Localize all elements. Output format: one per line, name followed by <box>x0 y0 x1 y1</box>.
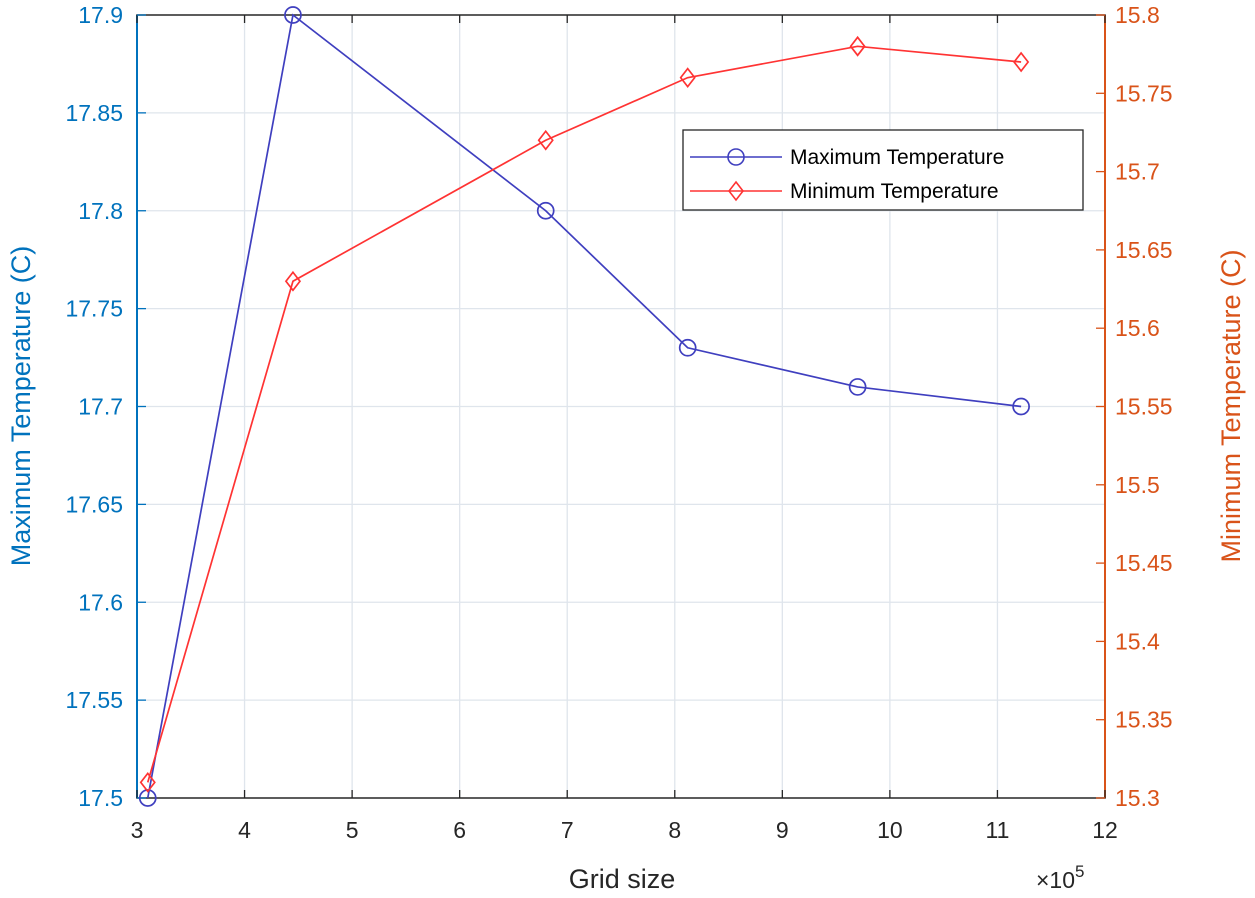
x-tick-label: 12 <box>1092 817 1118 843</box>
right-y-tick-label: 15.45 <box>1115 550 1173 576</box>
data-point-circle <box>678 338 697 357</box>
data-point-circle <box>848 378 867 396</box>
right-y-tick-label: 15.8 <box>1115 2 1160 28</box>
x-tick-label: 5 <box>346 817 359 843</box>
legend-entry-max: Maximum Temperature <box>690 146 1004 169</box>
data-point-circle <box>536 201 555 220</box>
data-point-diamond <box>537 129 554 151</box>
right-y-tick-label: 15.35 <box>1115 707 1173 733</box>
x-axis-title: Grid size <box>569 864 676 894</box>
left-y-tick-label: 17.7 <box>78 394 123 420</box>
data-point-diamond <box>679 67 696 89</box>
axis-ticks: 3 4 5 6 7 8 9 10 11 12 17.5 17.55 17.6 17.65 17.7 17.75… <box>65 2 1172 843</box>
left-y-tick-label: 17.5 <box>78 785 123 811</box>
legend-marker-circle <box>727 148 745 166</box>
data-point-diamond <box>139 771 156 793</box>
left-y-tick-label: 17.65 <box>65 491 123 517</box>
series-line-min <box>146 45 1022 783</box>
right-y-tick-label: 15.7 <box>1115 159 1160 185</box>
legend: Maximum Temperature Minimum Temperature <box>682 129 1084 211</box>
right-y-tick-label: 15.5 <box>1115 472 1160 498</box>
data-point-diamond <box>284 270 302 292</box>
right-y-tick-label: 15.65 <box>1115 237 1173 263</box>
data-point-diamond <box>1013 51 1030 73</box>
x-tick-label: 10 <box>877 817 903 843</box>
x-tick-label: 6 <box>453 817 466 843</box>
legend-label-min: Minimum Temperature <box>790 180 999 203</box>
x-tick-label: 7 <box>561 817 574 843</box>
x-axis-exponent: ×105 <box>1036 862 1084 893</box>
right-y-tick-label: 15.75 <box>1115 80 1173 106</box>
x-axis-exponent-power: 5 <box>1075 862 1084 881</box>
left-y-tick-label: 17.9 <box>78 2 123 28</box>
legend-entry-min: Minimum Temperature <box>690 180 999 203</box>
x-tick-label: 11 <box>985 817 1009 843</box>
series-line-max <box>146 13 1022 799</box>
right-y-tick-label: 15.6 <box>1115 315 1160 341</box>
x-tick-label: 9 <box>776 817 789 843</box>
x-tick-label: 4 <box>238 817 251 843</box>
data-point-diamond <box>849 35 866 57</box>
series-layer <box>138 6 1030 807</box>
data-point-circle <box>1012 397 1030 416</box>
right-y-tick-label: 15.55 <box>1115 394 1173 420</box>
x-axis-exponent-base: ×10 <box>1036 867 1075 893</box>
left-y-tick-label: 17.85 <box>65 100 123 126</box>
legend-label-max: Maximum Temperature <box>790 146 1004 169</box>
x-tick-label: 8 <box>668 817 681 843</box>
left-y-axis-title: Maximum Temperature (C) <box>6 246 36 567</box>
left-y-tick-label: 17.6 <box>78 589 123 615</box>
right-y-axis-title: Minimum Temperature (C) <box>1216 249 1246 562</box>
left-y-tick-label: 17.8 <box>78 198 123 224</box>
legend-box <box>682 129 1084 211</box>
left-y-tick-label: 17.75 <box>65 296 123 322</box>
data-point-circle <box>284 6 302 24</box>
x-tick-label: 3 <box>131 817 144 843</box>
legend-marker-diamond <box>727 180 745 202</box>
right-y-tick-label: 15.3 <box>1115 785 1160 811</box>
left-y-tick-label: 17.55 <box>65 687 123 713</box>
right-y-tick-label: 15.4 <box>1115 628 1160 654</box>
